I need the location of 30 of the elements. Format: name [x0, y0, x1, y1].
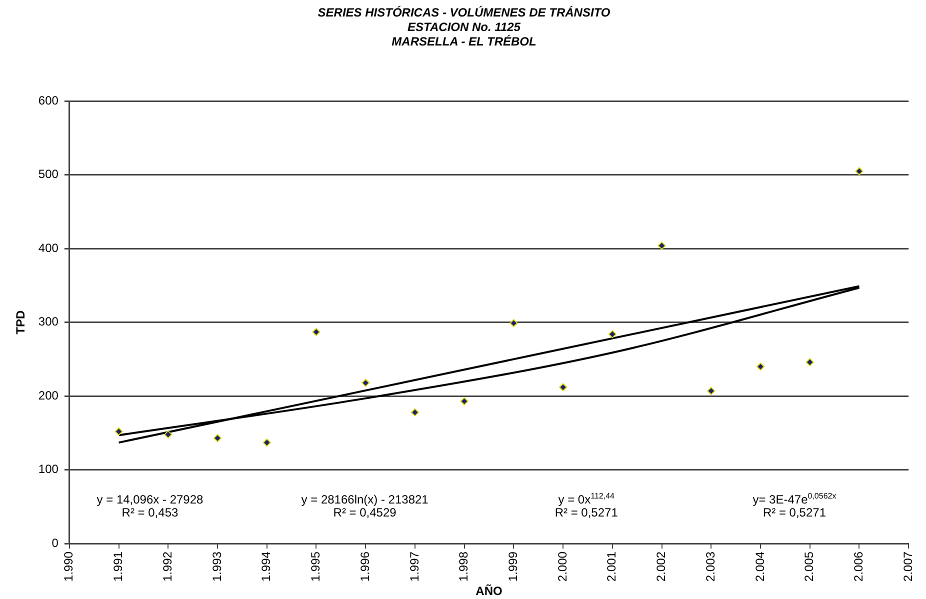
y-tick-label: 600 [38, 94, 59, 108]
x-tick-label: 1.999 [506, 551, 520, 582]
y-tick-label: 200 [38, 388, 59, 402]
x-axis-title: AÑO [476, 584, 502, 598]
x-tick-label: 1.990 [62, 551, 76, 582]
x-tick-label: 2.005 [802, 551, 816, 582]
x-tick-label: 1.996 [358, 551, 372, 582]
annotation: y = 14,096x - 27928 R² = 0,453 [96, 492, 204, 520]
x-tick-label: 1.993 [210, 551, 224, 582]
annotation: y = 28166ln(x) - 213821 R² = 0,4529 [301, 492, 429, 520]
y-tick-label: 500 [38, 167, 59, 182]
x-tick-label: 2.006 [852, 551, 866, 582]
x-tick-label: 1.997 [407, 551, 422, 582]
x-tick-label: 1.995 [308, 551, 323, 582]
x-tick-label: 1.991 [111, 551, 126, 582]
x-tick-label: 2.003 [703, 551, 718, 582]
y-axis-title: TPD [14, 310, 28, 334]
y-tick-label: 300 [38, 314, 59, 329]
x-tick-label: 1.994 [259, 551, 274, 582]
x-tick-label: 1.998 [456, 551, 471, 582]
x-tick-label: 2.007 [900, 551, 915, 582]
y-tick-label: 400 [38, 240, 59, 255]
y-tick-label: 0 [52, 536, 59, 550]
x-tick-label: 2.002 [654, 551, 668, 582]
x-tick-label: 2.000 [555, 551, 570, 582]
x-tick-label: 2.001 [604, 551, 619, 582]
y-tick-label: 100 [38, 462, 59, 476]
x-tick-label: 1.992 [160, 551, 174, 582]
chart-title: SERIES HISTÓRICAS - VOLÚMENES DE TRÁNSITO ESTACION No. 1125 MARSELLA - EL TRÉBOL [318, 6, 611, 48]
x-tick-label: 2.004 [752, 551, 767, 582]
